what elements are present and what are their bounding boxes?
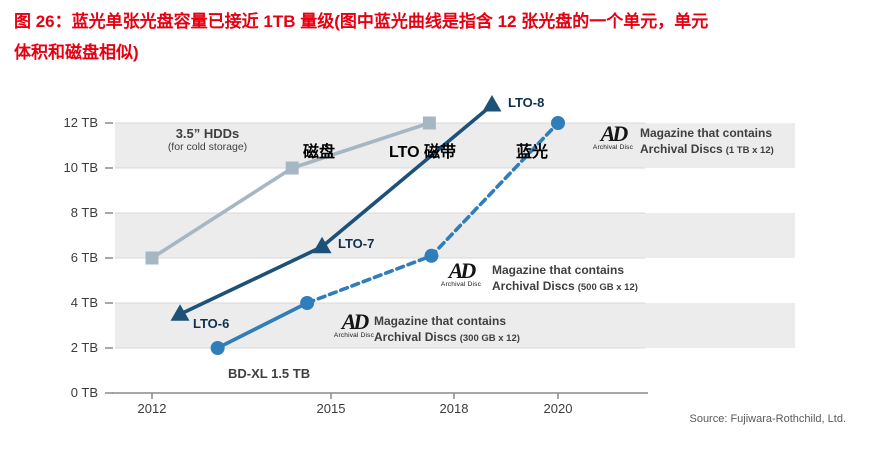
archival-disc-logo: AD Archival Disc <box>590 121 636 152</box>
y-axis-tick-label: 6 TB <box>70 250 98 265</box>
archival-disc-logo-mark: AD <box>341 309 370 334</box>
source-note: Source: Fujiwara-Rothchild, Ltd. <box>689 413 846 425</box>
magazine-label-500gb-line1: Magazine that contains <box>492 263 625 277</box>
x-axis-tick-label: 2012 <box>137 401 167 416</box>
archival-disc-logo-caption: Archival Disc <box>440 281 482 288</box>
magazine-label-1tb-spec: (1 TB x 12) <box>725 145 774 156</box>
magazine-label-1tb-line1: Magazine that contains <box>640 126 773 140</box>
y-axis-tick-label: 10 TB <box>63 160 98 175</box>
bluray-cn-label: 蓝光 <box>516 144 549 161</box>
magazine-label-1tb-name: Archival Discs <box>640 142 723 156</box>
magazine-label-500gb-name: Archival Discs <box>492 279 575 293</box>
archival-disc-logo-mark: AD <box>600 121 629 146</box>
magazine-label-300gb-line2: Archival Discs (300 GB x 12) <box>374 329 520 347</box>
hdd-series-subtitle: (for cold storage) <box>167 141 248 153</box>
series-0-markers <box>145 116 436 265</box>
x-axis-tick-label: 2020 <box>543 401 573 416</box>
x-axis-tick-label: 2015 <box>316 401 346 416</box>
magazine-label-500gb: Magazine that contains Archival Discs (50… <box>492 262 638 296</box>
figure-title-line1: 图 26：蓝光单张光盘容量已接近 1TB 量级(图中蓝光曲线是指含 12 张光盘… <box>14 12 709 31</box>
magazine-label-300gb-line1: Magazine that contains <box>374 314 507 328</box>
lto7-point-label: LTO-7 <box>338 236 375 251</box>
archival-disc-logo-caption: Archival Disc <box>333 332 375 339</box>
y-axis-tick-label: 4 TB <box>70 295 98 310</box>
archival-disc-logo-mark: AD <box>448 258 477 283</box>
magazine-label-500gb-spec: (500 GB x 12) <box>577 282 638 293</box>
y-axis-tick-label: 0 TB <box>70 385 98 400</box>
archival-disc-logo: AD Archival Disc <box>438 258 484 289</box>
lto8-point-label: LTO-8 <box>508 95 545 110</box>
magazine-label-300gb-name: Archival Discs <box>374 330 457 344</box>
figure-title: 图 26：蓝光单张光盘容量已接近 1TB 量级(图中蓝光曲线是指含 12 张光盘… <box>14 6 864 68</box>
series-1-markers <box>170 95 502 321</box>
series-2-markers <box>210 116 565 355</box>
axes <box>105 122 648 399</box>
bdxl-point-label: BD-XL 1.5 TB <box>228 366 311 381</box>
y-axis-tick-label: 2 TB <box>70 340 98 355</box>
x-axis-tick-label: 2018 <box>439 401 469 416</box>
lto6-point-label: LTO-6 <box>193 316 230 331</box>
disk-cn-label: 磁盘 <box>303 144 336 161</box>
hdd-series-label: 3.5” HDDs (for cold storage) <box>150 126 265 153</box>
archival-disc-logo: AD Archival Disc <box>331 309 377 340</box>
archival-disc-logo-caption: Archival Disc <box>592 144 634 151</box>
lto-cn-label: LTO 磁带 <box>389 144 456 161</box>
magazine-label-300gb: Magazine that contains Archival Discs (30… <box>374 313 520 347</box>
y-axis-tick-label: 12 TB <box>63 115 98 130</box>
figure-title-line2: 体积和磁盘相似) <box>14 43 139 62</box>
y-axis-tick-label: 8 TB <box>70 205 98 220</box>
hdd-series-title: 3.5” HDDs <box>175 126 240 141</box>
magazine-label-1tb: Magazine that contains Archival Discs (1 … <box>640 125 774 159</box>
magazine-label-1tb-line2: Archival Discs (1 TB x 12) <box>640 141 774 159</box>
magazine-label-500gb-line2: Archival Discs (500 GB x 12) <box>492 278 638 296</box>
shaded-bands <box>115 123 795 348</box>
magazine-label-300gb-spec: (300 GB x 12) <box>459 333 520 344</box>
